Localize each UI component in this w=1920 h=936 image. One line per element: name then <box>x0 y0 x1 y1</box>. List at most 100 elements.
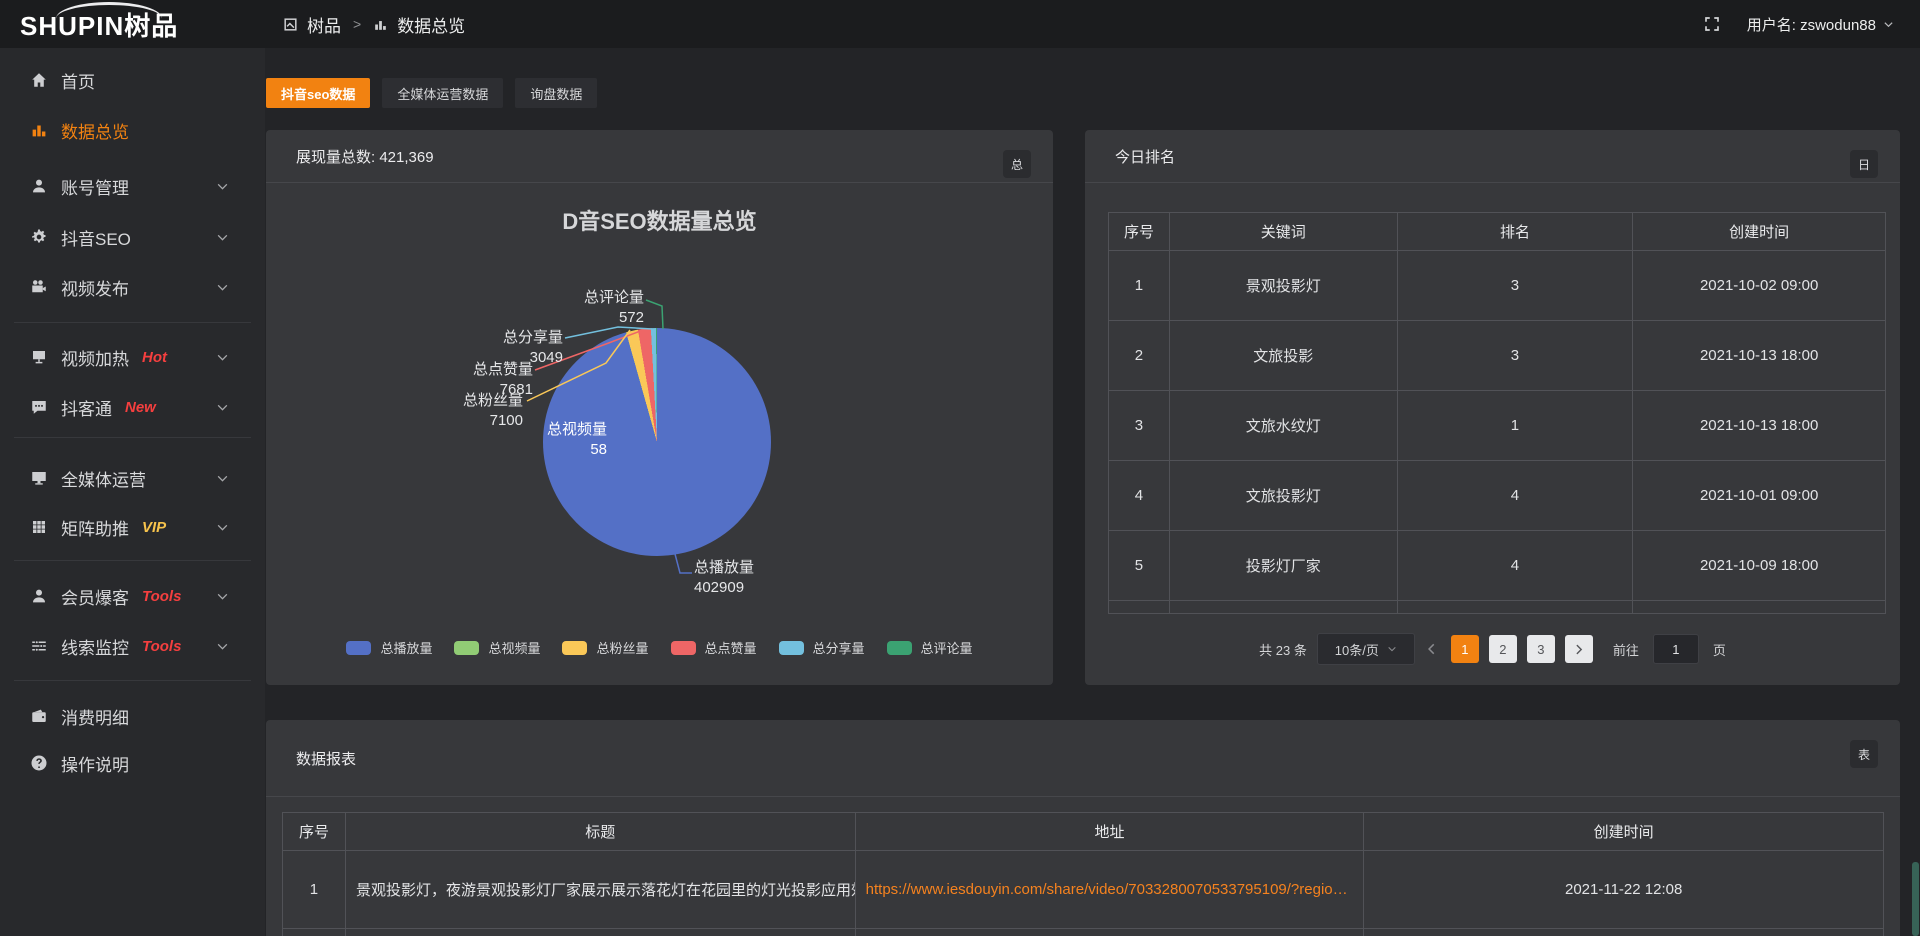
legend-swatch <box>670 640 696 655</box>
table-row-stub <box>1109 601 1886 614</box>
legend-item[interactable]: 总视频量 <box>454 638 540 657</box>
sidebar-item-label: 抖客通 <box>61 399 112 419</box>
sidebar-item-label: 全媒体运营 <box>61 470 146 490</box>
video-camera-icon <box>30 278 48 296</box>
gear-icon <box>30 228 48 246</box>
sidebar-divider <box>14 680 251 681</box>
table-row: 5 投影灯厂家 4 2021-10-09 18:00 <box>1109 531 1886 601</box>
sidebar-item-all-media[interactable]: 全媒体运营 <box>0 458 265 498</box>
tools-badge: Tools <box>142 637 182 655</box>
sidebar-item-home[interactable]: 首页 <box>0 60 265 100</box>
legend-item[interactable]: 总点赞量 <box>670 638 757 657</box>
tab-douyin-seo-data[interactable]: 抖音seo数据 <box>266 78 371 108</box>
home-icon <box>30 71 48 89</box>
top-header: SHUPIN树品 树品 > 数据总览 用户名: zswodun88 <box>0 0 1920 48</box>
report-card: 数据报表 表 序号 标题 地址 创建时间 1 景观投影灯，夜游景观投影灯厂家展示… <box>266 720 1900 936</box>
sidebar-item-member-leads[interactable]: 会员爆客 Tools <box>0 576 265 616</box>
chevron-down-icon <box>1884 21 1893 27</box>
page-button-1[interactable]: 1 <box>1450 635 1479 663</box>
sidebar-item-label: 抖音SEO <box>61 229 131 249</box>
page-button-3[interactable]: 3 <box>1526 635 1555 663</box>
sidebar-item-label: 操作说明 <box>61 755 129 775</box>
sidebar-item-label: 会员爆客 <box>61 588 129 608</box>
sidebar-item-label: 首页 <box>61 72 95 92</box>
sidebar-item-account[interactable]: 账号管理 <box>0 166 265 206</box>
sidebar-item-douketong[interactable]: 抖客通 New <box>0 387 265 427</box>
pie-chart-title: D音SEO数据量总览 <box>562 209 757 234</box>
sliders-icon <box>30 637 48 655</box>
legend-item[interactable]: 总分享量 <box>778 638 865 657</box>
bar-chart-icon <box>373 17 388 32</box>
sidebar-item-clue-monitor[interactable]: 线索监控 Tools <box>0 626 265 666</box>
sidebar: 首页 数据总览 账号管理 抖音SEO 视频发布 视频加热 Hot <box>0 48 265 936</box>
daily-toggle-button[interactable]: 日 <box>1850 150 1878 178</box>
sidebar-item-douyin-seo[interactable]: 抖音SEO <box>0 217 265 257</box>
sidebar-item-label: 矩阵助推 <box>61 519 129 539</box>
user-icon <box>30 177 48 195</box>
sidebar-item-help[interactable]: 操作说明 <box>0 743 265 783</box>
tools-badge: Tools <box>142 587 182 605</box>
goto-page-input[interactable]: 1 <box>1652 634 1699 664</box>
sidebar-item-data-overview[interactable]: 数据总览 <box>0 110 265 150</box>
chevron-down-icon <box>216 521 229 534</box>
table-header-row: 序号 关键词 排名 创建时间 <box>1109 213 1886 251</box>
question-icon <box>30 754 48 772</box>
chevron-down-icon <box>216 180 229 193</box>
tab-inquiry-data[interactable]: 询盘数据 <box>515 78 598 108</box>
sidebar-divider <box>14 437 251 438</box>
scrollbar-thumb[interactable] <box>1912 862 1919 936</box>
table-row-stub <box>283 929 1885 936</box>
legend-item[interactable]: 总评论量 <box>886 638 973 657</box>
chevron-down-icon <box>216 472 229 485</box>
table-toggle-button[interactable]: 表 <box>1850 740 1878 768</box>
total-toggle-button[interactable]: 总 <box>1003 150 1031 178</box>
sidebar-item-label: 线索监控 <box>61 638 129 658</box>
chat-bubble-icon <box>30 398 48 416</box>
user-menu[interactable]: 用户名: zswodun88 <box>1747 14 1894 35</box>
app-logo: SHUPIN树品 <box>0 0 265 48</box>
pie-legend: 总播放量 总视频量 总粉丝量 总点赞量 总分享量 总评论量 <box>266 638 1053 657</box>
total-count-label: 共 23 条 <box>1259 642 1307 658</box>
legend-item[interactable]: 总粉丝量 <box>562 638 649 657</box>
legend-swatch <box>346 640 372 655</box>
page-suffix-label: 页 <box>1712 642 1726 658</box>
sidebar-item-label: 消费明细 <box>61 708 129 728</box>
pie-label-plays: 总播放量 402909 <box>694 559 755 596</box>
legend-swatch <box>562 640 588 655</box>
fullscreen-icon[interactable] <box>1703 15 1721 33</box>
next-page-button[interactable] <box>1564 635 1593 663</box>
sidebar-item-label: 视频加热 <box>61 349 129 369</box>
tab-all-media-data[interactable]: 全媒体运营数据 <box>382 78 504 108</box>
page-size-select[interactable]: 10条/页 <box>1316 633 1415 665</box>
table-row: 1 景观投影灯 3 2021-10-02 09:00 <box>1109 251 1886 321</box>
sidebar-item-spend-detail[interactable]: 消费明细 <box>0 696 265 736</box>
sidebar-item-video-publish[interactable]: 视频发布 <box>0 267 265 307</box>
chevron-down-icon <box>216 351 229 364</box>
wallet-icon <box>30 707 48 725</box>
logo-arc <box>56 2 162 35</box>
chart-card-header: 展现量总数: 421,369 <box>266 130 1053 183</box>
table-header-row: 序号 标题 地址 创建时间 <box>283 813 1885 851</box>
sidebar-item-video-heat[interactable]: 视频加热 Hot <box>0 337 265 377</box>
vip-badge: VIP <box>142 518 167 536</box>
prev-page-button[interactable] <box>1425 642 1439 656</box>
report-card-header: 数据报表 <box>266 720 1900 797</box>
breadcrumb-app[interactable]: 树品 <box>307 16 341 36</box>
chart-card: 展现量总数: 421,369 总 D音SEO数据量总览 总评论量 572 总分享量… <box>266 130 1053 685</box>
report-table: 序号 标题 地址 创建时间 1 景观投影灯，夜游景观投影灯厂家展示展示落花灯在花… <box>282 812 1885 936</box>
sidebar-item-matrix-boost[interactable]: 矩阵助推 VIP <box>0 507 265 547</box>
legend-item[interactable]: 总播放量 <box>346 638 432 657</box>
page-button-2[interactable]: 2 <box>1488 635 1517 663</box>
table-row: 4 文旅投影灯 4 2021-10-01 09:00 <box>1109 461 1886 531</box>
breadcrumb: 树品 > 数据总览 <box>283 12 465 37</box>
hot-badge: Hot <box>142 348 167 366</box>
chevron-down-icon <box>216 281 229 294</box>
ranking-card: 今日排名 日 序号 关键词 排名 创建时间 1 景观投影灯 3 2021-10-… <box>1085 130 1900 685</box>
monitor-icon <box>30 469 48 487</box>
report-title: 数据报表 <box>296 750 357 768</box>
table-row: 3 文旅水纹灯 1 2021-10-13 18:00 <box>1109 391 1886 461</box>
sidebar-divider <box>14 560 251 561</box>
video-link[interactable]: https://www.iesdouyin.com/share/video/70… <box>865 881 1348 898</box>
new-badge: New <box>125 398 156 416</box>
pie-label-fans: 总粉丝量 7100 <box>462 392 523 429</box>
